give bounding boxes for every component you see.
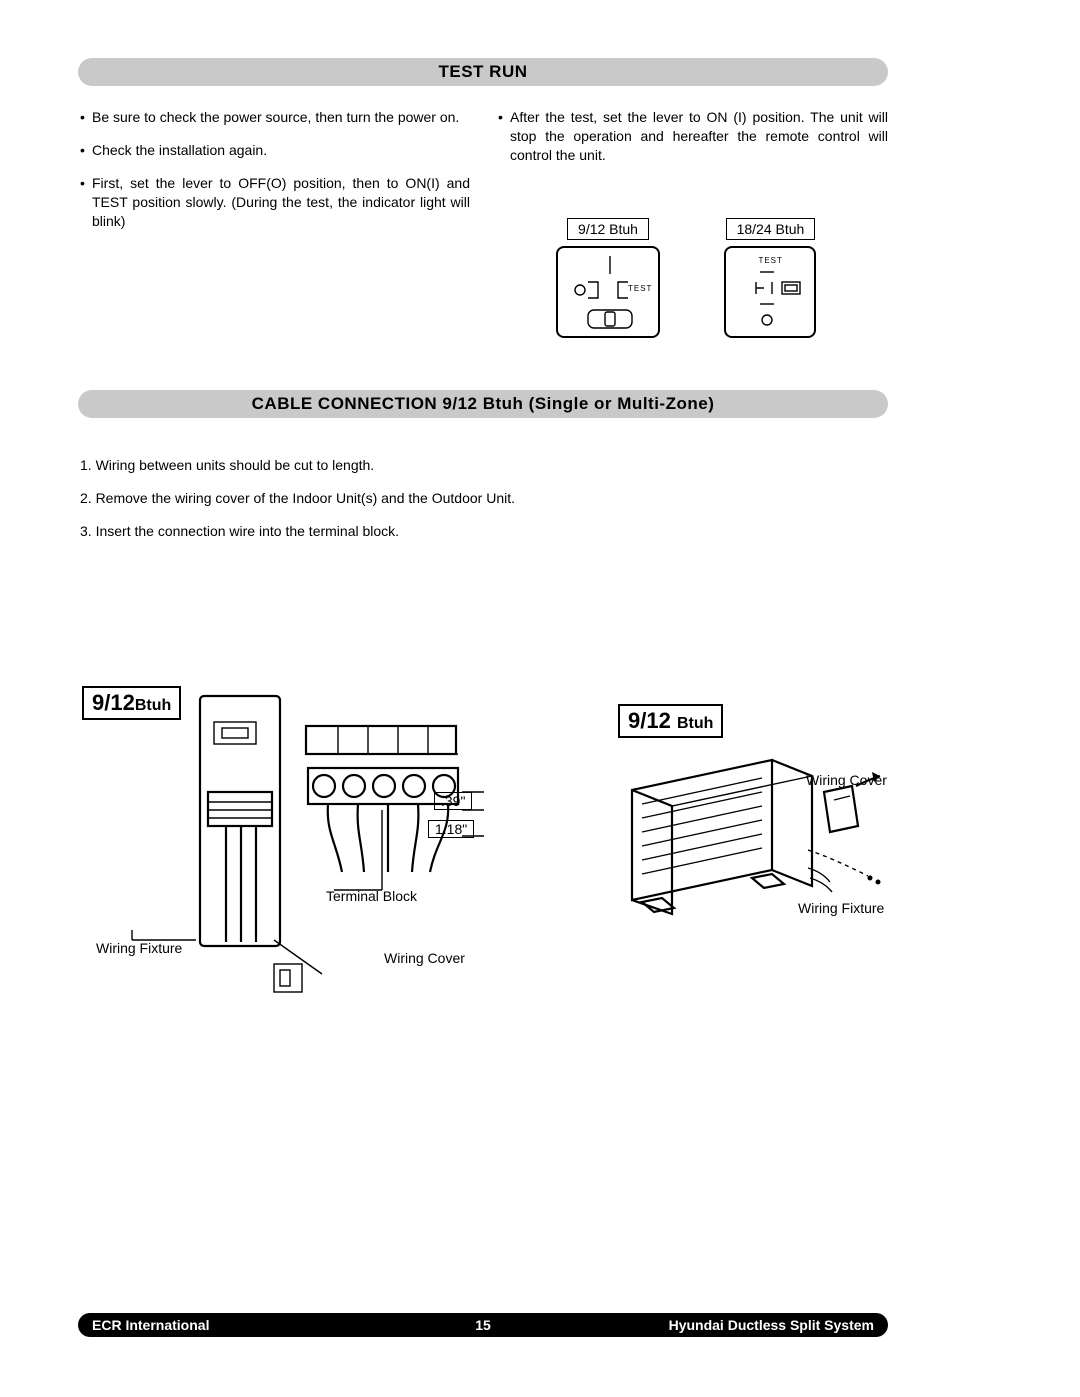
section-header-test-run: TEST RUN: [78, 58, 888, 86]
callout-wiring-cover: Wiring Cover: [384, 950, 465, 966]
test-label: TEST: [758, 256, 782, 265]
bullet-list-right: After the test, set the lever to ON (I) …: [498, 108, 888, 165]
diagram-title-suffix: Btuh: [135, 697, 171, 714]
callout-wiring-fixture: Wiring Fixture: [798, 900, 884, 916]
bullet-item: After the test, set the lever to ON (I) …: [498, 108, 888, 165]
step-item: 1. Wiring between units should be cut to…: [80, 456, 860, 475]
diagram-title-suffix: Btuh: [677, 715, 713, 732]
bullet-item: Check the installation again.: [80, 141, 470, 160]
control-9-12: 9/12 Btuh TEST: [556, 218, 660, 338]
control-18-24: 18/24 Btuh TEST: [724, 218, 816, 338]
callout-wiring-cover: Wiring Cover: [806, 772, 887, 788]
control-diagrams: 9/12 Btuh TEST 18/24 Btuh: [556, 218, 886, 338]
bullet-item: First, set the lever to OFF(O) position,…: [80, 174, 470, 231]
callout-terminal-block: Terminal Block: [326, 888, 417, 904]
test-run-left-column: Be sure to check the power source, then …: [80, 108, 470, 244]
control-label: 18/24 Btuh: [726, 218, 816, 240]
test-run-right-column: After the test, set the lever to ON (I) …: [498, 108, 888, 179]
step-item: 3. Insert the connection wire into the t…: [80, 522, 860, 541]
dimension-label: 1.18": [428, 820, 474, 838]
footer-page-number: 15: [78, 1313, 888, 1337]
diagram-indoor-unit: 9/12Btuh: [76, 682, 516, 1002]
control-svg-icon: [558, 248, 662, 340]
diagram-outdoor-unit: 9/12 Btuh: [612, 700, 912, 950]
page-footer: ECR International 15 Hyundai Ductless Sp…: [78, 1313, 888, 1337]
diagram-title: 9/12Btuh: [82, 686, 181, 720]
test-label: TEST: [628, 284, 652, 293]
dimension-label: .39": [434, 792, 472, 810]
control-box: TEST: [556, 246, 660, 338]
diagram-title-num: 9/12: [628, 708, 671, 733]
diagram-title-num: 9/12: [92, 690, 135, 715]
bullet-item: Be sure to check the power source, then …: [80, 108, 470, 127]
callout-wiring-fixture: Wiring Fixture: [96, 940, 182, 956]
bullet-list-left: Be sure to check the power source, then …: [80, 108, 470, 230]
diagram-title: 9/12 Btuh: [618, 704, 723, 738]
step-item: 2. Remove the wiring cover of the Indoor…: [80, 489, 860, 508]
section-header-cable-connection: CABLE CONNECTION 9/12 Btuh (Single or Mu…: [78, 390, 888, 418]
control-box: TEST: [724, 246, 816, 338]
cable-connection-steps: 1. Wiring between units should be cut to…: [80, 456, 860, 555]
control-label: 9/12 Btuh: [567, 218, 649, 240]
